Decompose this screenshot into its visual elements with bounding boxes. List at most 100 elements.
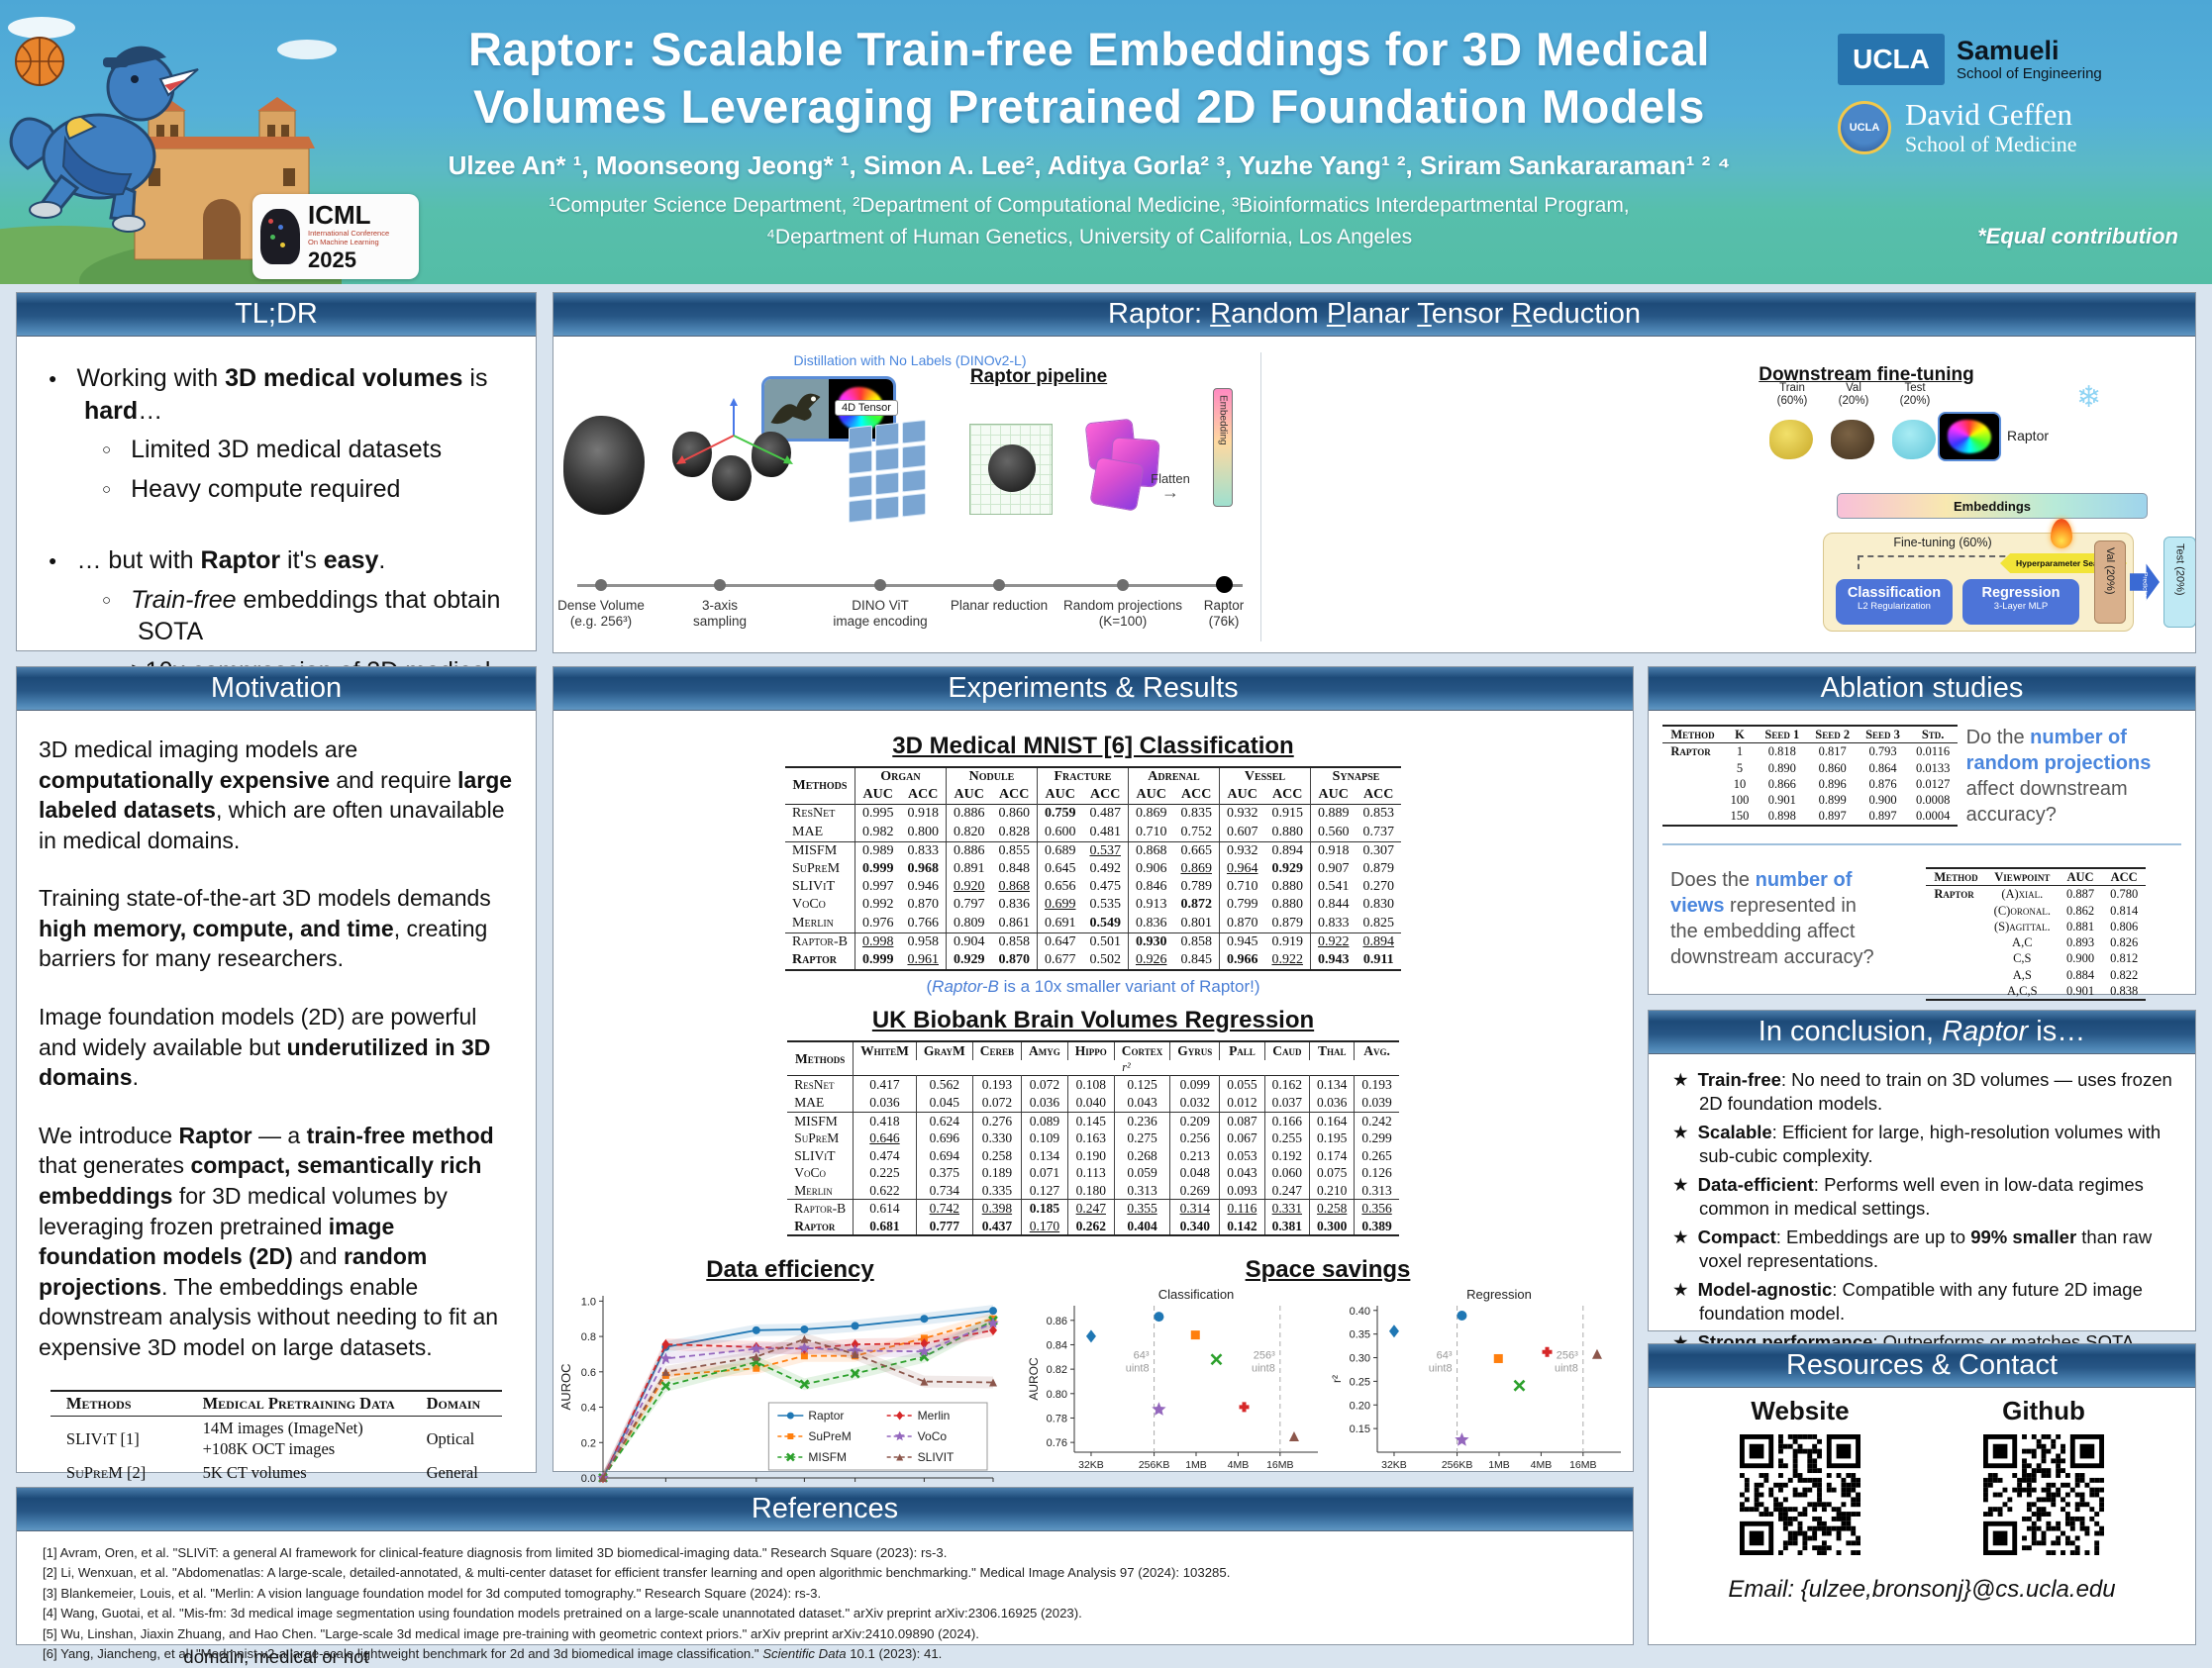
ablation-divider [1662,843,2181,845]
website-qr-code [1740,1434,1860,1560]
pipeline-step-label: 3-axis sampling [692,598,748,630]
svg-text:AUROC: AUROC [558,1364,573,1411]
data-efficiency-title: Data efficiency [706,1256,874,1284]
dinosaur-mascot-icon [9,46,199,233]
planar-reduction-icon [969,424,1053,515]
dense-volume-icon [563,416,645,515]
affiliations-line1: ¹Computer Science Department, ²Departmen… [549,194,1630,217]
icml-year: 2025 [308,246,356,272]
finetune-box: Fine-tuning (60%) Classification L2 Regu… [1823,533,2134,632]
ucla-samueli-logo: UCLA Samueli School of Engineering [1838,34,2102,85]
axis-sample-icon [672,432,712,477]
space-savings-regression-chart: Regression 0.15 0.20 0.25 0.30 0.35 0.40 32KB 25… [1328,1286,1631,1513]
svg-text:4MB: 4MB [1531,1459,1553,1471]
pipeline-step-label: Random projections (K=100) [1062,598,1183,630]
svg-text:uint8: uint8 [1252,1363,1275,1375]
classification-table: Methods Organ Nodule Fracture Adrenal Vessel S… [785,766,1401,972]
svg-text:64³: 64³ [1134,1350,1150,1362]
poster-title-line1: Raptor: Scalable Train-free Embeddings f… [467,23,1710,75]
svg-text:0.84: 0.84 [1047,1340,1067,1352]
dino-label: Distillation with No Labels (DINOv2-L) [793,352,1027,368]
svg-text:0.25: 0.25 [1350,1377,1370,1389]
ucla-seal-icon: UCLA [1838,101,1891,155]
conclusion-header: In conclusion, Raptor is… [1649,1011,2195,1054]
val-label: Val (20%) [1838,382,1869,408]
finetune-label: Fine-tuning (60%) [1893,536,1992,549]
reference-item: [6] Yang, Jiancheng, et al. "Medmnist v2… [43,1646,943,1662]
method-header: Raptor: Random Planar Tensor Reduction [553,293,2195,337]
svg-text:SLIVIT: SLIVIT [918,1450,955,1464]
svg-text:0.15: 0.15 [1350,1423,1370,1435]
ablation-k-table: Method K Seed 1 Seed 2 Seed 3 Std. Raptor 1 0.81… [1662,725,1959,827]
ablation-viewpoint-table: Method Viewpoint AUC ACC Raptor (A)xial. 0.887… [1926,867,2147,1001]
icml-head-icon [260,209,300,264]
svg-text:uint8: uint8 [1126,1363,1150,1375]
mnist-title: 3D Medical MNIST [6] Classification [892,733,1294,759]
pipeline-step-label: Planar reduction [950,598,1049,613]
svg-text:Raptor: Raptor [808,1409,844,1423]
reference-item: [4] Wang, Guotai, et al. "Mis-fm: 3d med… [43,1606,1082,1621]
svg-text:r²: r² [1330,1375,1344,1383]
svg-text:0.35: 0.35 [1350,1329,1370,1341]
motivation-paragraphs: 3D medical imaging models are computatio… [39,735,514,1362]
website-label: Website [1751,1396,1850,1425]
svg-text:64³: 64³ [1437,1350,1453,1362]
affiliations-line2: ⁴Department of Human Genetics, Universit… [765,226,1413,248]
space-savings-classification-chart: Classification 0.76 0.78 0.80 0.82 0.84 0.86 32… [1025,1286,1328,1513]
flame-icon [2051,519,2072,548]
pipeline-timeline [577,584,1243,587]
svg-text:32KB: 32KB [1078,1459,1104,1471]
raptor-b-caption: (Raptor-B is a 10x smaller variant of Ra… [926,977,1260,997]
svg-text:uint8: uint8 [1429,1363,1453,1375]
val-bar: Val (20%) [2094,540,2126,624]
snowflake-icon: ❄ [2076,381,2102,414]
motivation-paragraph: 3D medical imaging models are computatio… [39,736,513,853]
geffen-name: David Geffen [1905,97,2073,132]
reference-item: [3] Blankemeier, Louis, et al. "Merlin: … [43,1585,822,1601]
regression-table: Methods WhiteM GrayM Cereb Amyg Hippo Cortex Gy… [787,1040,1399,1237]
svg-text:0.76: 0.76 [1047,1437,1067,1449]
svg-text:0.82: 0.82 [1047,1364,1067,1376]
reference-item: [2] Li, Wenxuan, et al. "Abdomenatlas: A… [43,1565,1231,1581]
svg-text:0.30: 0.30 [1350,1353,1370,1365]
motivation-paragraph: We introduce Raptor — a train-free metho… [39,1122,499,1360]
experiments-panel: Experiments & Results 3D Medical MNIST [… [553,666,1634,1564]
motivation-panel: Motivation 3D medical imaging models are… [16,666,537,1667]
contact-email: Email: {ulzee,bronsonj}@cs.ucla.edu [1728,1576,2116,1603]
references-list: [1] Avram, Oren, et al. "SLIViT: a gener… [17,1531,1633,1665]
references-panel: References [1] Avram, Oren, et al. "SLIV… [16,1487,1634,1661]
tldr-panel: TL;DR Working with 3D medical volumes is… [16,292,537,756]
svg-text:0.6: 0.6 [581,1367,596,1379]
pipeline-figure: Distillation with No Labels (DINOv2-L) R… [553,337,2195,654]
resources-panel: Resources & Contact Website Github Email… [1648,1343,2196,1645]
ucla-wordmark: UCLA [1838,34,1945,85]
classification-box: Classification L2 Regularization [1836,579,1953,625]
svg-text:0.80: 0.80 [1047,1389,1067,1401]
prediction-arrow: Prediction [2130,563,2160,601]
conclusion-panel: In conclusion, Raptor is… Train-free: No… [1648,1010,2196,1377]
pipeline-step-label: DINO ViT image encoding [833,598,928,630]
references-header: References [17,1488,1633,1531]
reference-item: [1] Avram, Oren, et al. "SLIViT: a gener… [43,1545,948,1560]
svg-text:0.2: 0.2 [581,1438,596,1450]
raptor-embedding-icon [1938,412,2001,461]
samueli-school: School of Engineering [1957,64,2102,82]
pipeline-step-label: Dense Volume (e.g. 256³) [557,598,645,630]
svg-text:VoCo: VoCo [918,1429,948,1443]
tldr-subbullet: Train-free embeddings that obtain SOTA [131,584,528,648]
svg-text:32KB: 32KB [1381,1459,1407,1471]
motivation-paragraph: Training state-of-the-art 3D models dema… [39,885,491,972]
svg-text:16MB: 16MB [1266,1459,1293,1471]
conclusion-list: Train-free: No need to train on 3D volum… [1659,1068,2185,1379]
svg-text:MISFM: MISFM [808,1450,847,1464]
geffen-school: School of Medicine [1905,131,2077,156]
pipeline-step-dot [714,579,726,591]
eagle-photo-icon [764,379,829,439]
tldr-bullet: … but with Raptor it's easy. [76,544,528,577]
figure-divider [1260,352,1261,641]
svg-text:1.0: 1.0 [581,1297,596,1309]
svg-text:AUROC: AUROC [1027,1357,1041,1401]
pipeline-step-dot [993,579,1005,591]
pipeline-step-dot [1216,576,1233,593]
conclusion-item: Train-free: No need to train on 3D volum… [1672,1068,2185,1116]
